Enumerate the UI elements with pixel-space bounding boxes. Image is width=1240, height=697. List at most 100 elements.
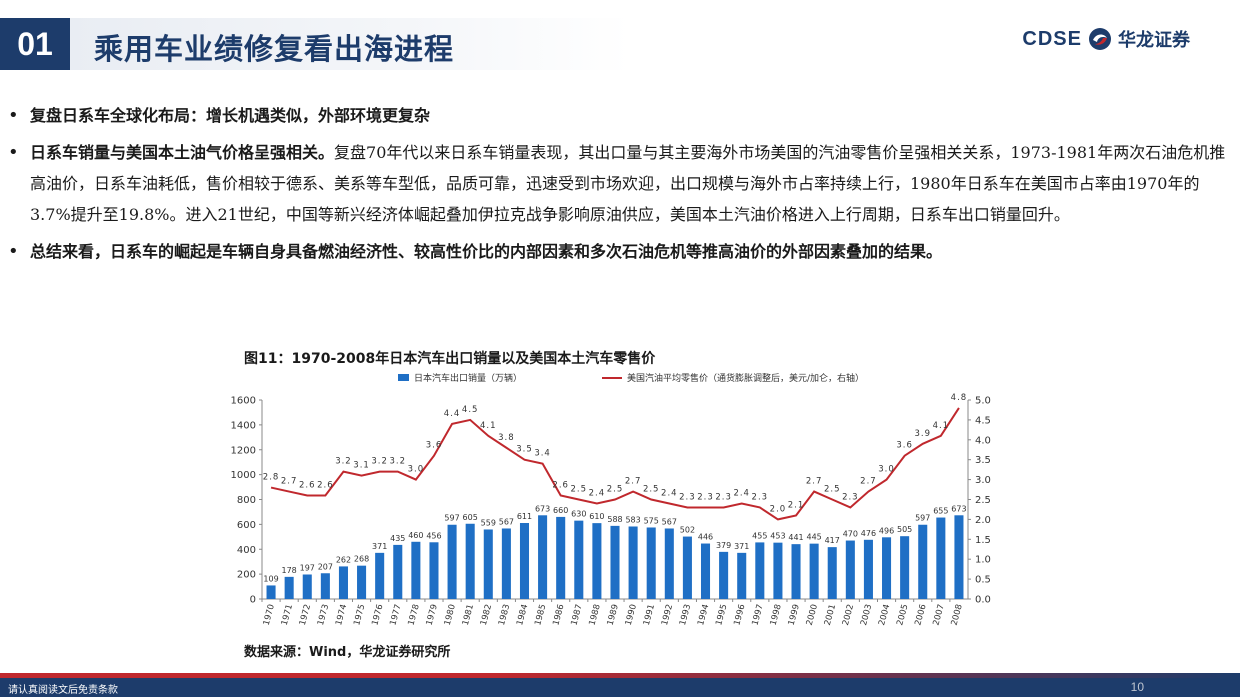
bar-data-label: 371	[372, 542, 387, 551]
y-right-tick-label: 2.5	[975, 495, 991, 506]
bar-data-label: 655	[933, 507, 948, 516]
x-tick-label: 2002	[841, 603, 856, 626]
line-data-label: 2.3	[842, 492, 859, 502]
bar-data-label: 476	[861, 529, 876, 538]
x-tick-label: 1989	[606, 603, 621, 626]
line-data-label: 3.0	[878, 465, 895, 475]
bar-data-label: 597	[915, 514, 930, 523]
bar-data-label: 446	[698, 533, 713, 542]
line-data-label: 3.5	[516, 445, 533, 455]
bar-data-label: 496	[879, 526, 894, 535]
line-data-label: 2.8	[263, 473, 280, 483]
line-data-label: 2.6	[299, 481, 316, 491]
bar	[465, 523, 475, 599]
bar-data-label: 583	[625, 515, 640, 524]
bar	[338, 566, 348, 599]
x-tick-label: 1992	[660, 603, 675, 626]
x-tick-label: 1986	[551, 603, 566, 626]
y-right-tick-label: 4.0	[975, 435, 991, 446]
line-data-label: 2.4	[661, 488, 678, 498]
line-data-label: 2.3	[752, 492, 769, 502]
y-left-tick-label: 800	[237, 495, 256, 506]
bar	[375, 552, 385, 599]
x-tick-label: 2008	[950, 603, 965, 626]
bar	[755, 542, 765, 599]
x-tick-label: 1972	[298, 603, 313, 626]
line-data-label: 4.4	[444, 409, 461, 419]
bar	[266, 585, 276, 599]
x-tick-label: 1975	[352, 603, 367, 626]
x-tick-label: 1982	[479, 603, 494, 626]
line-data-label: 2.5	[607, 485, 624, 495]
x-tick-label: 1999	[787, 603, 802, 626]
bar	[556, 516, 566, 599]
y-right-tick-label: 1.5	[975, 535, 991, 546]
line-data-label: 3.6	[896, 441, 913, 451]
line-data-label: 3.9	[914, 429, 931, 439]
line-data-label: 2.0	[770, 504, 787, 514]
legend-label-bar: 日本汽车出口销量（万辆）	[414, 372, 522, 384]
x-tick-label: 1984	[515, 603, 530, 626]
bar-data-label: 575	[644, 516, 659, 525]
line-data-label: 2.5	[571, 485, 588, 495]
bar-data-label: 109	[263, 574, 278, 583]
line-data-label: 2.3	[679, 492, 696, 502]
line-data-label: 2.6	[552, 481, 569, 491]
bar-data-label: 453	[770, 532, 785, 541]
figure-source: 数据来源：Wind，华龙证券研究所	[244, 645, 451, 660]
footer-accent	[0, 673, 1240, 678]
bar	[954, 515, 964, 599]
bullet-list: 复盘日系车全球化布局：增长机遇类似，外部环境更复杂 日系车销量与美国本土油气价格…	[8, 100, 1233, 267]
y-left-tick-label: 1200	[231, 445, 256, 456]
x-tick-label: 1970	[262, 603, 277, 626]
bar-data-label: 262	[336, 555, 351, 564]
line-data-label: 3.4	[534, 449, 551, 459]
y-right-tick-label: 2.0	[975, 515, 991, 526]
bar	[827, 547, 837, 599]
line-data-label: 2.5	[824, 485, 841, 495]
section-number: 01	[0, 18, 70, 70]
bar	[791, 544, 801, 599]
bar	[863, 539, 873, 599]
bar-data-label: 435	[390, 534, 405, 543]
bar-data-label: 610	[589, 512, 604, 521]
line-data-label: 3.0	[408, 465, 425, 475]
line-data-label: 2.7	[806, 477, 823, 487]
line-data-label: 2.4	[589, 488, 606, 498]
line-data-label: 3.2	[335, 457, 352, 467]
bar	[719, 551, 729, 599]
x-tick-label: 1971	[280, 603, 295, 626]
x-tick-label: 1990	[624, 603, 639, 626]
combo-chart: 日本汽车出口销量（万辆） 美国汽油平均零售价（通货膨胀调整后，美元/加仑，右轴） 0…	[231, 372, 991, 627]
bullet-bold-text: 复盘日系车全球化布局：增长机遇类似，外部环境更复杂	[30, 106, 431, 125]
bullet-body-text: 复盘70年代以来日系车销量表现，其出口量与其主要海外市场美国的汽油零售价呈强相关…	[30, 143, 1226, 224]
bar-data-label: 605	[463, 513, 478, 522]
x-tick-label: 1998	[769, 603, 784, 626]
bar-data-label: 178	[282, 566, 297, 575]
line-data-label: 4.1	[933, 421, 950, 431]
bar	[320, 573, 330, 599]
y-right-tick-label: 3.0	[975, 475, 991, 486]
x-tick-label: 1974	[334, 603, 349, 626]
y-right-tick-label: 0.5	[975, 575, 991, 586]
line-data-label: 2.4	[733, 488, 750, 498]
bar	[574, 520, 584, 599]
bar	[519, 523, 530, 599]
bar-data-label: 567	[662, 517, 677, 526]
x-tick-label: 1995	[714, 603, 729, 626]
line-data-label: 2.3	[715, 492, 732, 502]
bar-data-label: 567	[499, 517, 514, 526]
bar-data-label: 505	[897, 525, 912, 534]
x-tick-label: 2001	[823, 603, 838, 626]
bar-data-label: 268	[354, 555, 369, 564]
footer-bar	[0, 678, 1240, 697]
line-data-label: 3.6	[426, 441, 443, 451]
x-tick-label: 1994	[696, 603, 711, 626]
x-tick-label: 2004	[877, 603, 892, 626]
x-tick-label: 1987	[569, 603, 584, 626]
disclaimer-text: 请认真阅读文后免责条款	[8, 685, 118, 696]
page-number: 10	[1130, 680, 1144, 694]
y-right-tick-label: 3.5	[975, 455, 991, 466]
x-tick-label: 1997	[750, 603, 765, 626]
dragon-swirl-icon	[1089, 28, 1111, 50]
